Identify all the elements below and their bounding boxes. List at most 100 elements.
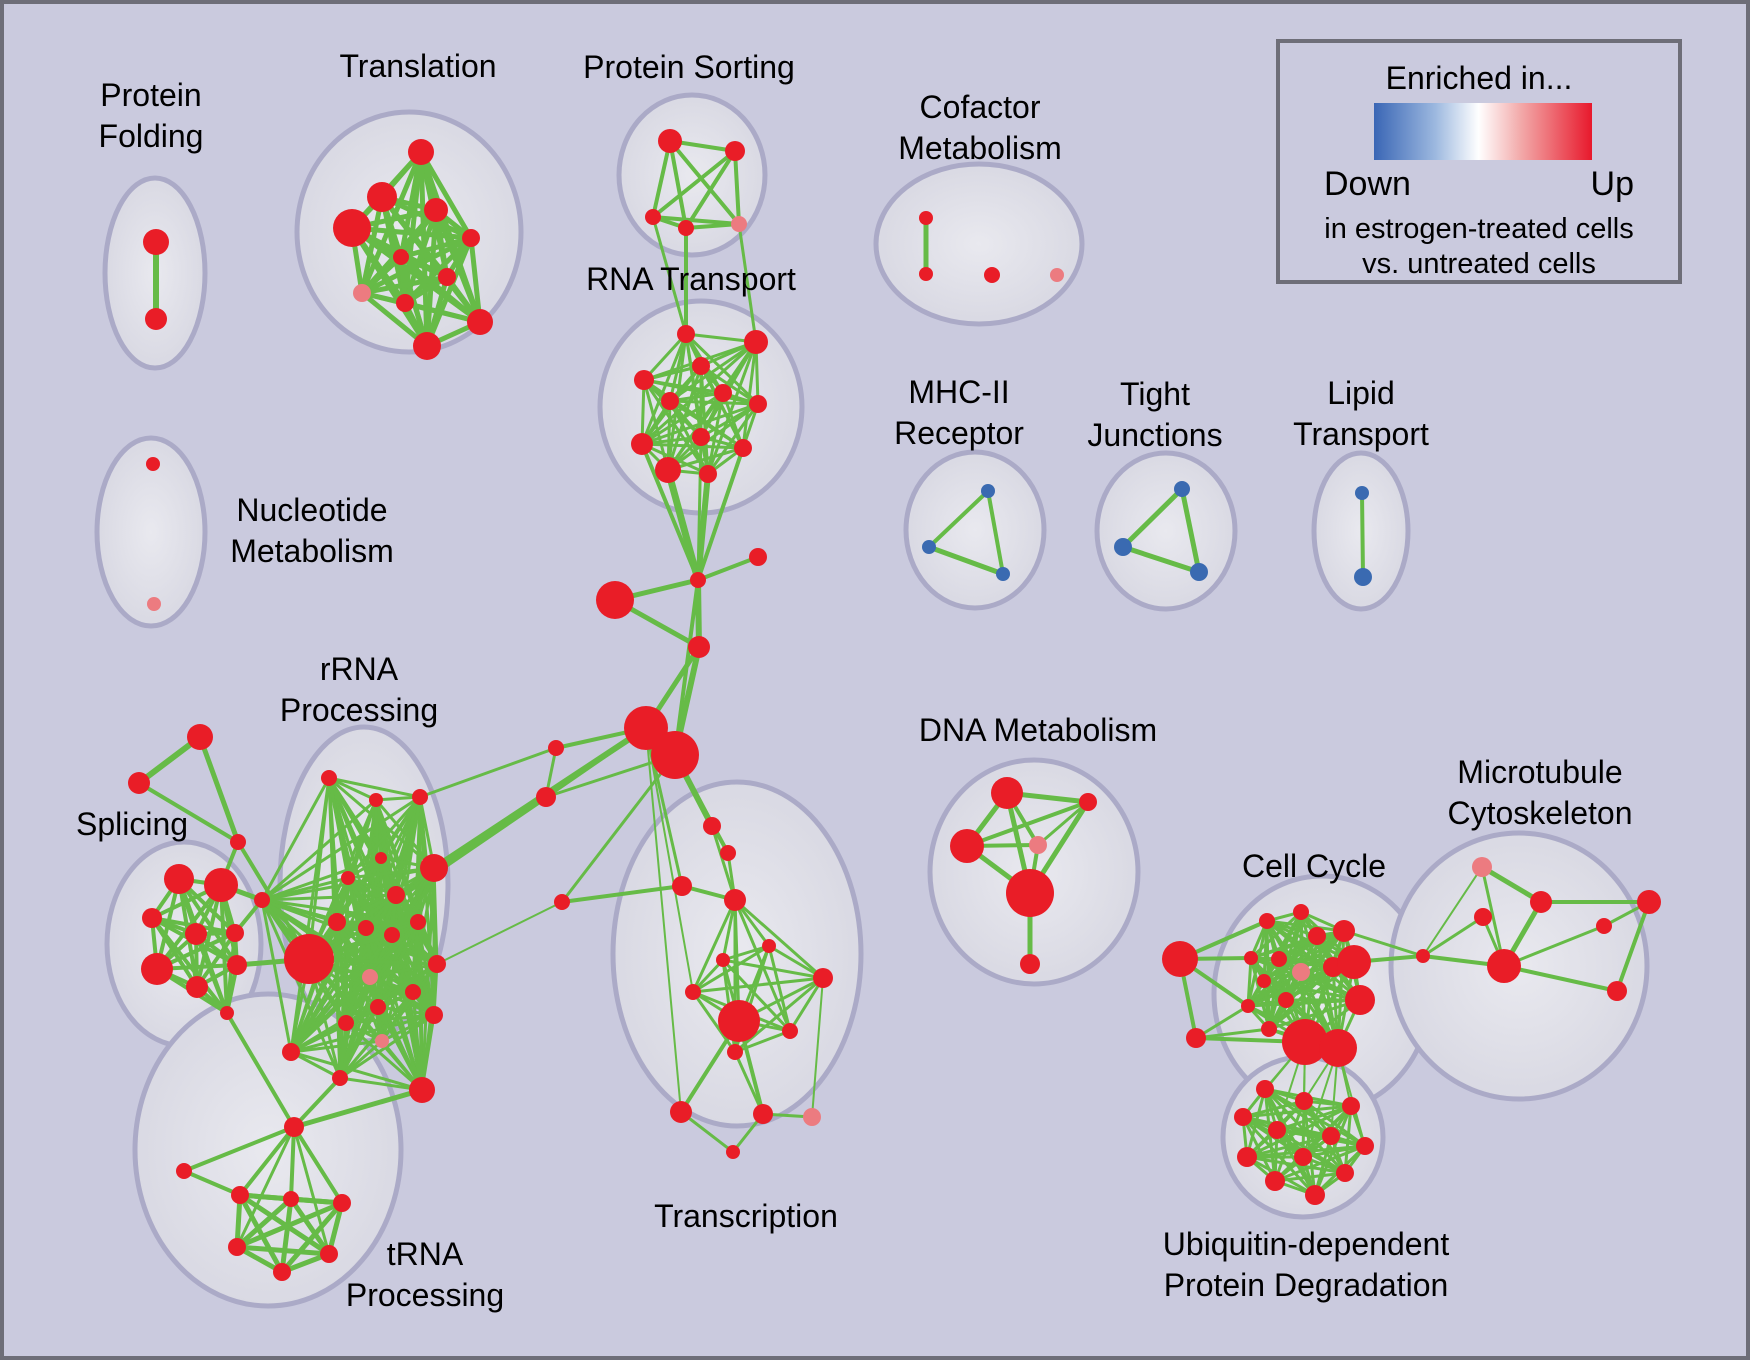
node-tn4 <box>333 1194 351 1212</box>
edge-t3-t5 <box>349 225 474 241</box>
node-rt10 <box>655 457 681 483</box>
edge-ps3-ps5 <box>651 215 741 226</box>
node-u4 <box>1342 1097 1360 1115</box>
node-x1 <box>703 817 721 835</box>
node-rb <box>284 934 334 984</box>
edge-j1-jr <box>696 555 760 582</box>
node-s3 <box>142 908 162 928</box>
edge-r1-r12 <box>289 776 331 1054</box>
node-tj3 <box>1190 563 1208 581</box>
node-t7 <box>438 268 456 286</box>
edge-r15-r16 <box>344 975 372 1025</box>
node-r1 <box>321 770 337 786</box>
node-c7 <box>1292 963 1310 981</box>
node-r15 <box>362 969 378 985</box>
edge-r16-r20 <box>344 1013 436 1025</box>
edge-r1-r2 <box>327 776 378 802</box>
graph-nodes <box>128 129 1661 1281</box>
edge-r14-r16 <box>344 1021 424 1092</box>
node-rt1 <box>677 325 695 343</box>
node-s7 <box>186 976 208 998</box>
node-r6 <box>420 854 448 882</box>
node-r16 <box>338 1015 354 1031</box>
node-r10 <box>384 927 400 943</box>
edge-trnhub-tn6 <box>292 1125 331 1256</box>
edge-rt9-rt11 <box>640 442 710 476</box>
cluster-label-protein-folding-line2: Folding <box>99 118 204 154</box>
edge-tn4-tn5 <box>234 1200 345 1250</box>
node-d6 <box>1020 954 1040 974</box>
edge-tj1-tj2 <box>1120 486 1185 550</box>
node-sb <box>128 772 150 794</box>
node-u12 <box>1305 1185 1325 1205</box>
node-cbig <box>1162 941 1198 977</box>
edge-s2-s7 <box>195 883 223 989</box>
node-tn6 <box>320 1245 338 1263</box>
node-cm3 <box>984 267 1000 283</box>
node-c1 <box>1259 913 1275 929</box>
edge-u8-u11 <box>1245 1155 1347 1175</box>
edge-rt2-rt5 <box>668 340 758 403</box>
legend-title: Enriched in... <box>1385 60 1573 96</box>
cluster-label-dna-metabolism: DNA Metabolism <box>919 712 1157 748</box>
edge-r6-r18 <box>411 866 436 994</box>
edge-ps1-ps3 <box>651 139 672 219</box>
edge-r13-r17 <box>338 1005 380 1080</box>
node-nm1 <box>146 457 160 471</box>
cluster-ellipse-cofactor-metabolism <box>873 161 1085 327</box>
node-rt3 <box>692 357 710 375</box>
node-t8 <box>353 284 371 302</box>
network-canvas: Protein Folding Translation Protein Sorting… <box>76 48 1661 1313</box>
node-nm2 <box>147 597 161 611</box>
node-r0 <box>254 892 270 908</box>
edge-rt3-rt7 <box>699 364 760 406</box>
edge-rt5-rt7 <box>668 399 760 406</box>
node-r17 <box>370 999 386 1015</box>
node-r14 <box>409 1077 435 1103</box>
node-d2 <box>1079 793 1097 811</box>
node-u8 <box>1237 1147 1257 1167</box>
edge-cconn-c12 <box>1194 1027 1271 1040</box>
edge-x7-x9 <box>691 944 771 994</box>
node-x14 <box>803 1108 821 1126</box>
node-s4 <box>185 923 207 945</box>
cluster-label-cofactor-metabolism-line1: Cofactor <box>920 89 1041 125</box>
node-x13 <box>753 1104 773 1124</box>
node-c11 <box>1241 999 1255 1013</box>
node-r11 <box>410 914 426 930</box>
edge-c10-cr2 <box>1262 979 1362 1002</box>
edge-tn3-tn6 <box>288 1196 332 1257</box>
node-rt4 <box>634 370 654 390</box>
node-cr2 <box>1345 985 1375 1015</box>
cluster-label-ubiquitin-dependent-protein-degradation-line1: Ubiquitin-dependent <box>1163 1226 1450 1262</box>
node-tn2 <box>231 1186 249 1204</box>
node-sm1 <box>548 740 564 756</box>
node-cm4 <box>1050 268 1064 282</box>
node-t11 <box>413 332 441 360</box>
edge-c4-c5 <box>1249 929 1346 960</box>
edge-m4-m5 <box>1502 924 1606 968</box>
node-sc <box>230 834 246 850</box>
edge-r8-r12 <box>289 920 339 1054</box>
node-s6 <box>141 953 173 985</box>
edge-u3-u4 <box>1241 1104 1353 1119</box>
edge-sm1-r3 <box>418 746 558 799</box>
cluster-label-ubiquitin-dependent-protein-degradation-line2: Protein Degradation <box>1164 1267 1449 1303</box>
node-g1 <box>1282 1019 1328 1065</box>
edge-t1-t5 <box>418 149 474 241</box>
node-cr1 <box>1337 945 1371 979</box>
cluster-label-cofactor-metabolism-line2: Metabolism <box>898 130 1062 166</box>
node-x5 <box>554 894 570 910</box>
node-g2 <box>1319 1029 1357 1067</box>
edge-r5-r6 <box>346 866 436 880</box>
edge-x1-x4 <box>710 824 737 902</box>
node-r13 <box>332 1070 348 1086</box>
node-u3 <box>1234 1108 1252 1126</box>
node-cconn <box>1186 1028 1206 1048</box>
node-rt12 <box>734 439 752 457</box>
node-c2 <box>1293 904 1309 920</box>
legend-up-label: Up <box>1590 165 1634 203</box>
node-s2 <box>204 868 238 902</box>
node-ps4 <box>678 220 694 236</box>
cluster-labels: Protein Folding Translation Protein Sorting… <box>76 48 1633 1313</box>
